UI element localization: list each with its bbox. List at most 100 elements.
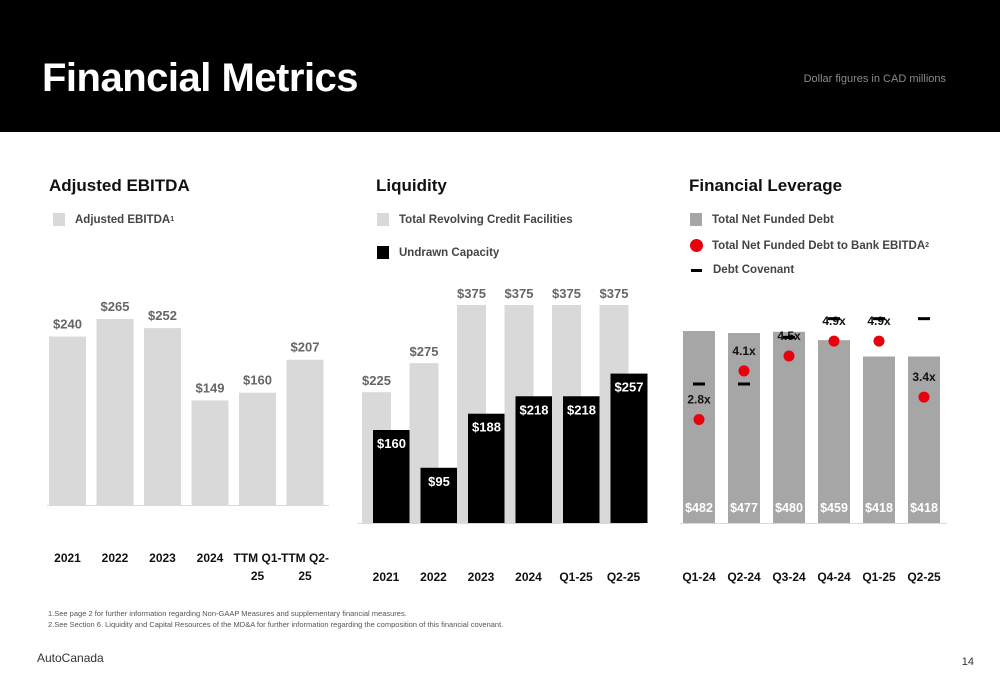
legend-label-ebitda: Adjusted EBITDA	[75, 213, 171, 226]
legend-label-net-funded-debt: Total Net Funded Debt	[712, 213, 834, 226]
ebitda-bar-2023	[144, 328, 181, 505]
liquidity-undrawn-label-2023: $188	[472, 420, 501, 435]
ebitda-x-label-ttm-q1-25: TTM Q1-	[234, 551, 282, 565]
liquidity-facility-label-q1-25: $375	[552, 286, 581, 301]
liquidity-x-label-2023: 2023	[468, 570, 495, 584]
currency-note: Dollar figures in CAD millions	[803, 73, 946, 85]
ebitda-x-label-ttm-q1-25-line2: 25	[251, 569, 265, 583]
page-number: 14	[961, 656, 974, 668]
leverage-x-label-q2-24: Q2-24	[727, 570, 761, 584]
leverage-ratio-label-q2-25: 3.4x	[912, 370, 936, 384]
liquidity-facility-label-2021: $225	[362, 373, 391, 388]
leverage-debt-label-q1-25: $418	[865, 501, 893, 515]
legend-label-debt-covenant: Debt Covenant	[713, 264, 795, 276]
ebitda-x-label-ttm-q2-25: TTM Q2-	[281, 551, 329, 565]
legend-swatch-credit-facilities	[377, 213, 389, 226]
legend-swatch-debt-to-ebitda	[690, 239, 703, 252]
leverage-ratio-dot-q2-24	[738, 365, 750, 377]
footnote-2: 2.See Section 6. Liquidity and Capital R…	[48, 620, 504, 629]
leverage-ratio-dot-q3-24	[783, 350, 795, 362]
legend-swatch-undrawn-capacity	[377, 246, 389, 259]
page-title: Financial Metrics	[42, 56, 359, 100]
liquidity-facility-label-2023: $375	[457, 286, 486, 301]
liquidity-undrawn-label-2022: $95	[428, 474, 450, 489]
leverage-ratio-dot-q2-25	[918, 391, 930, 403]
leverage-debt-label-q2-25: $418	[910, 501, 938, 515]
liquidity-undrawn-bar-2024	[515, 396, 553, 523]
leverage-ratio-label-q4-24: 4.9x	[822, 314, 846, 328]
leverage-ratio-label-q2-24: 4.1x	[732, 344, 756, 358]
leverage-covenant-mark-q2-25	[918, 317, 930, 321]
legend-debt-to-ebitda: Total Net Funded Debt to Bank EBITDA 2	[690, 239, 929, 252]
leverage-panel-title: Financial Leverage	[689, 176, 843, 195]
leverage-covenant-mark-q4-24	[828, 317, 840, 321]
liquidity-undrawn-label-q1-25: $218	[567, 402, 596, 417]
liquidity-x-label-q1-25: Q1-25	[559, 570, 593, 584]
legend-swatch-debt-covenant	[691, 268, 702, 272]
leverage-debt-bar-q2-24	[728, 332, 760, 523]
leverage-debt-label-q3-24: $480	[775, 501, 803, 515]
leverage-debt-bar-q2-25	[908, 356, 940, 523]
leverage-covenant-mark-q1-25	[873, 317, 885, 321]
ebitda-data-label-2022: $265	[101, 299, 130, 314]
leverage-ratio-dot-q1-25	[873, 335, 885, 347]
ebitda-bar-ttm-q1-25	[239, 392, 276, 505]
liquidity-x-label-2021: 2021	[373, 570, 400, 584]
ebitda-x-label-ttm-q2-25-line2: 25	[298, 569, 312, 583]
legend-sup-ebitda: 1	[170, 216, 175, 223]
brand-name: AutoCanada	[37, 651, 104, 665]
liquidity-undrawn-label-2021: $160	[377, 436, 406, 451]
legend-net-funded-debt: Total Net Funded Debt	[690, 213, 834, 226]
liquidity-x-label-q2-25: Q2-25	[607, 570, 641, 584]
ebitda-x-label-2022: 2022	[102, 551, 129, 565]
liquidity-x-label-2022: 2022	[420, 570, 447, 584]
ebitda-bar-ttm-q2-25	[286, 359, 324, 505]
ebitda-data-label-ttm-q1-25: $160	[243, 373, 272, 388]
legend-debt-covenant: Debt Covenant	[690, 264, 794, 276]
leverage-covenant-mark-q3-24	[783, 335, 795, 339]
leverage-debt-label-q2-24: $477	[730, 501, 758, 515]
leverage-debt-label-q4-24: $459	[820, 501, 848, 515]
ebitda-x-label-2021: 2021	[54, 551, 81, 565]
leverage-ratio-dot-q4-24	[828, 335, 840, 347]
leverage-x-label-q4-24: Q4-24	[817, 570, 851, 584]
leverage-x-label-q1-25: Q1-25	[862, 570, 896, 584]
ebitda-panel-title: Adjusted EBITDA	[49, 176, 190, 195]
leverage-covenant-mark-q2-24	[738, 382, 750, 386]
footnote-1: 1.See page 2 for further information reg…	[48, 609, 407, 618]
legend-label-debt-to-ebitda: Total Net Funded Debt to Bank EBITDA	[712, 239, 926, 252]
ebitda-data-label-2024: $149	[196, 380, 225, 395]
leverage-covenant-mark-q1-24	[693, 382, 705, 386]
legend-swatch-ebitda	[53, 213, 65, 226]
ebitda-bar-2021	[49, 336, 86, 505]
leverage-debt-label-q1-24: $482	[685, 501, 713, 515]
leverage-x-label-q1-24: Q1-24	[682, 570, 716, 584]
liquidity-undrawn-bar-q1-25	[563, 396, 600, 523]
leverage-debt-bar-q4-24	[818, 340, 850, 523]
liquidity-panel-title: Liquidity	[376, 176, 447, 195]
ebitda-data-label-2021: $240	[53, 317, 82, 332]
leverage-debt-bar-q1-24	[683, 331, 715, 523]
ebitda-x-label-2024: 2024	[197, 551, 224, 565]
ebitda-data-label-ttm-q2-25: $207	[291, 340, 320, 355]
liquidity-facility-label-2024: $375	[505, 286, 534, 301]
leverage-debt-bar-q3-24	[773, 331, 805, 523]
liquidity-undrawn-label-q2-25: $257	[615, 380, 644, 395]
legend-label-undrawn-capacity: Undrawn Capacity	[399, 246, 500, 259]
legend-swatch-net-funded-debt	[690, 213, 702, 226]
leverage-x-label-q3-24: Q3-24	[772, 570, 806, 584]
legend-ebitda: Adjusted EBITDA 1	[53, 213, 174, 226]
liquidity-undrawn-bar-2023	[468, 413, 505, 523]
liquidity-undrawn-bar-q2-25	[610, 373, 648, 523]
ebitda-bar-2024	[191, 400, 229, 505]
leverage-x-label-q2-25: Q2-25	[907, 570, 941, 584]
footnotes: 1.See page 2 for further information reg…	[48, 608, 503, 630]
ebitda-bar-2022	[96, 319, 134, 505]
ebitda-data-label-2023: $252	[148, 308, 177, 323]
liquidity-x-label-2024: 2024	[515, 570, 542, 584]
leverage-ratio-label-q1-24: 2.8x	[687, 392, 711, 406]
legend-credit-facilities: Total Revolving Credit Facilities	[377, 213, 573, 226]
liquidity-facility-label-2022: $275	[410, 344, 439, 359]
legend-label-credit-facilities: Total Revolving Credit Facilities	[399, 213, 573, 226]
